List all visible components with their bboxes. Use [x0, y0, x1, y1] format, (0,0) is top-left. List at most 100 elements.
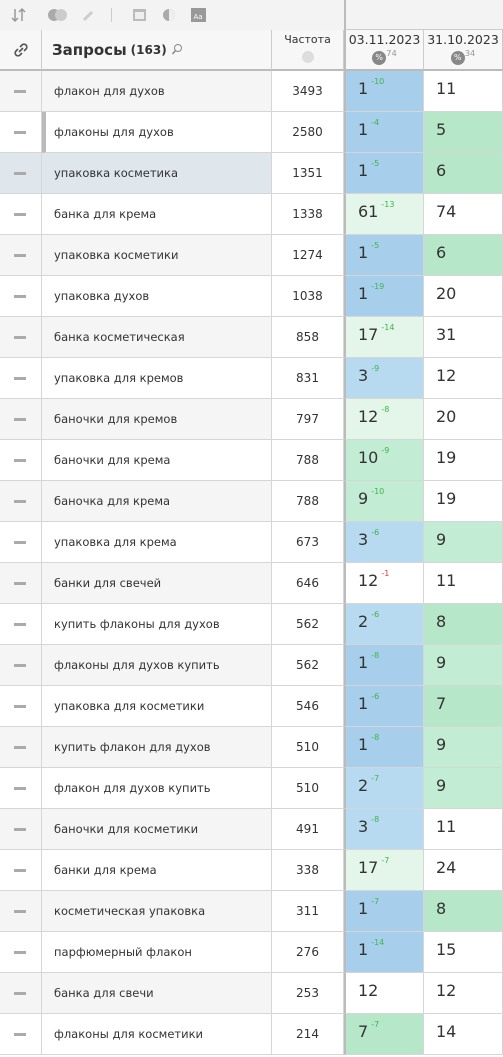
query: банка для свечи [54, 986, 154, 1000]
frequency: 562 [272, 604, 344, 645]
row-toggle[interactable] [0, 522, 42, 563]
row-toggle[interactable] [0, 317, 42, 358]
row-toggle[interactable] [0, 973, 42, 1014]
query-cell: упаковка для кремов [42, 358, 272, 399]
position-cell: 24 [424, 850, 503, 891]
row-toggle[interactable] [0, 235, 42, 276]
row-toggle[interactable] [0, 440, 42, 481]
table-row: упаковка косметики 1274 1 -5 6 [0, 235, 503, 276]
query-cell: упаковка косметики [42, 235, 272, 276]
dash-icon [14, 458, 26, 462]
position: 8 [436, 899, 447, 918]
row-toggle[interactable] [0, 481, 42, 522]
date1-header[interactable]: 03.11.2023 % 74 [344, 30, 424, 71]
position-cell: 3 -9 [344, 358, 424, 399]
position: 1 [358, 735, 369, 754]
position: 24 [436, 858, 457, 877]
row-toggle[interactable] [0, 153, 42, 194]
row-toggle[interactable] [0, 563, 42, 604]
position-change: -10 [371, 487, 385, 496]
link-header[interactable] [0, 30, 42, 71]
position-cell: 8 [424, 891, 503, 932]
position: 1 [358, 694, 369, 713]
position-cell: 1 -4 [344, 112, 424, 153]
position-cell: 10 -9 [344, 440, 424, 481]
position-cell: 2 -7 [344, 768, 424, 809]
table-row: флакон для духов купить 510 2 -7 9 [0, 768, 503, 809]
position-cell: 1 -10 [344, 71, 424, 112]
frequency: 338 [272, 850, 344, 891]
query: косметическая упаковка [54, 904, 206, 918]
query-cell: флаконы для духов [42, 112, 272, 153]
position-cell: 8 [424, 604, 503, 645]
frequency: 797 [272, 399, 344, 440]
table-row: баночка для крема 788 9 -10 19 [0, 481, 503, 522]
query-cell: купить флаконы для духов [42, 604, 272, 645]
search-icon[interactable] [170, 43, 184, 57]
row-toggle[interactable] [0, 891, 42, 932]
row-toggle[interactable] [0, 399, 42, 440]
query: упаковка для кремов [54, 371, 184, 385]
frequency: 1338 [272, 194, 344, 235]
query-cell: баночки для кремов [42, 399, 272, 440]
position-cell: 17 -7 [344, 850, 424, 891]
position: 3 [358, 366, 369, 385]
query-cell: упаковка косметика [42, 153, 272, 194]
query: баночки для косметики [54, 822, 199, 836]
position-cell: 1 -8 [344, 727, 424, 768]
freq-label: Частота [284, 33, 331, 46]
date1-sub: 74 [386, 48, 397, 58]
row-toggle[interactable] [0, 727, 42, 768]
dash-icon [14, 1032, 26, 1036]
query-cell: упаковка для косметики [42, 686, 272, 727]
dash-icon [14, 663, 26, 667]
row-toggle[interactable] [0, 645, 42, 686]
position: 20 [436, 407, 457, 426]
globe-icon [301, 51, 314, 63]
row-toggle[interactable] [0, 71, 42, 112]
query: упаковка духов [54, 289, 150, 303]
query-cell: банки для свечей [42, 563, 272, 604]
date1: 03.11.2023 [348, 32, 421, 47]
row-toggle[interactable] [0, 932, 42, 973]
position: 19 [436, 448, 457, 467]
row-toggle[interactable] [0, 604, 42, 645]
row-toggle[interactable] [0, 194, 42, 235]
freq-header[interactable]: Частота [272, 30, 344, 71]
table-row: косметическая упаковка 311 1 -7 8 [0, 891, 503, 932]
position: 12 [358, 571, 379, 590]
position: 9 [436, 530, 447, 549]
query: баночки для кремов [54, 412, 178, 426]
position-cell: 19 [424, 440, 503, 481]
position-cell: 12 [344, 973, 424, 1014]
position: 12 [358, 407, 379, 426]
position: 7 [436, 694, 447, 713]
row-toggle[interactable] [0, 768, 42, 809]
row-toggle[interactable] [0, 850, 42, 891]
row-toggle[interactable] [0, 809, 42, 850]
row-toggle[interactable] [0, 686, 42, 727]
position: 9 [436, 776, 447, 795]
position-cell: 20 [424, 399, 503, 440]
position: 3 [358, 530, 369, 549]
query-cell: флакон для духов купить [42, 768, 272, 809]
position: 11 [436, 79, 457, 98]
table-row: упаковка для косметики 546 1 -6 7 [0, 686, 503, 727]
date2-header[interactable]: 31.10.2023 % 34 [424, 30, 503, 71]
frequency: 673 [272, 522, 344, 563]
query-header[interactable]: Запросы (163) [42, 30, 272, 71]
frequency: 1351 [272, 153, 344, 194]
query: купить флаконы для духов [54, 617, 220, 631]
query-cell: банка для свечи [42, 973, 272, 1014]
query: упаковка косметики [54, 248, 179, 262]
svg-text:Aa: Aa [193, 13, 202, 21]
title: Запросы [52, 40, 127, 59]
row-toggle[interactable] [0, 276, 42, 317]
position: 9 [436, 735, 447, 754]
row-toggle[interactable] [0, 112, 42, 153]
position-change: -14 [371, 938, 385, 947]
position-cell: 2 -6 [344, 604, 424, 645]
link-icon [13, 42, 28, 57]
row-toggle[interactable] [0, 358, 42, 399]
row-toggle[interactable] [0, 1014, 42, 1055]
